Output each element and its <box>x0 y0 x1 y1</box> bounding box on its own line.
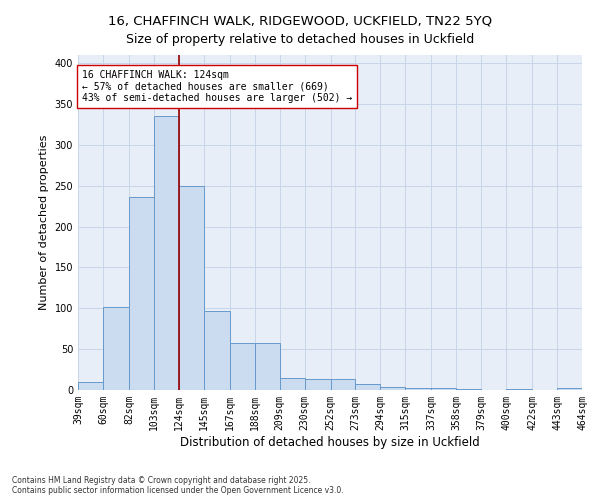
Bar <box>331 380 355 390</box>
Bar <box>254 344 280 390</box>
Text: Size of property relative to detached houses in Uckfield: Size of property relative to detached ho… <box>126 32 474 46</box>
Y-axis label: Number of detached properties: Number of detached properties <box>39 135 49 310</box>
Bar <box>230 344 254 390</box>
Bar <box>305 380 331 390</box>
Bar <box>204 310 230 390</box>
Text: 16 CHAFFINCH WALK: 124sqm
← 57% of detached houses are smaller (669)
43% of semi: 16 CHAFFINCH WALK: 124sqm ← 57% of detac… <box>82 70 352 103</box>
Bar <box>431 388 456 390</box>
Bar <box>179 186 204 390</box>
Bar <box>380 386 406 390</box>
Bar <box>129 197 154 390</box>
Bar <box>456 389 481 390</box>
X-axis label: Distribution of detached houses by size in Uckfield: Distribution of detached houses by size … <box>180 436 480 448</box>
Text: Contains HM Land Registry data © Crown copyright and database right 2025.
Contai: Contains HM Land Registry data © Crown c… <box>12 476 344 495</box>
Text: 16, CHAFFINCH WALK, RIDGEWOOD, UCKFIELD, TN22 5YQ: 16, CHAFFINCH WALK, RIDGEWOOD, UCKFIELD,… <box>108 15 492 28</box>
Bar <box>557 388 582 390</box>
Bar <box>154 116 179 390</box>
Bar <box>78 382 103 390</box>
Bar <box>103 306 129 390</box>
Bar <box>406 388 431 390</box>
Bar <box>506 389 532 390</box>
Bar <box>280 378 305 390</box>
Bar <box>355 384 380 390</box>
